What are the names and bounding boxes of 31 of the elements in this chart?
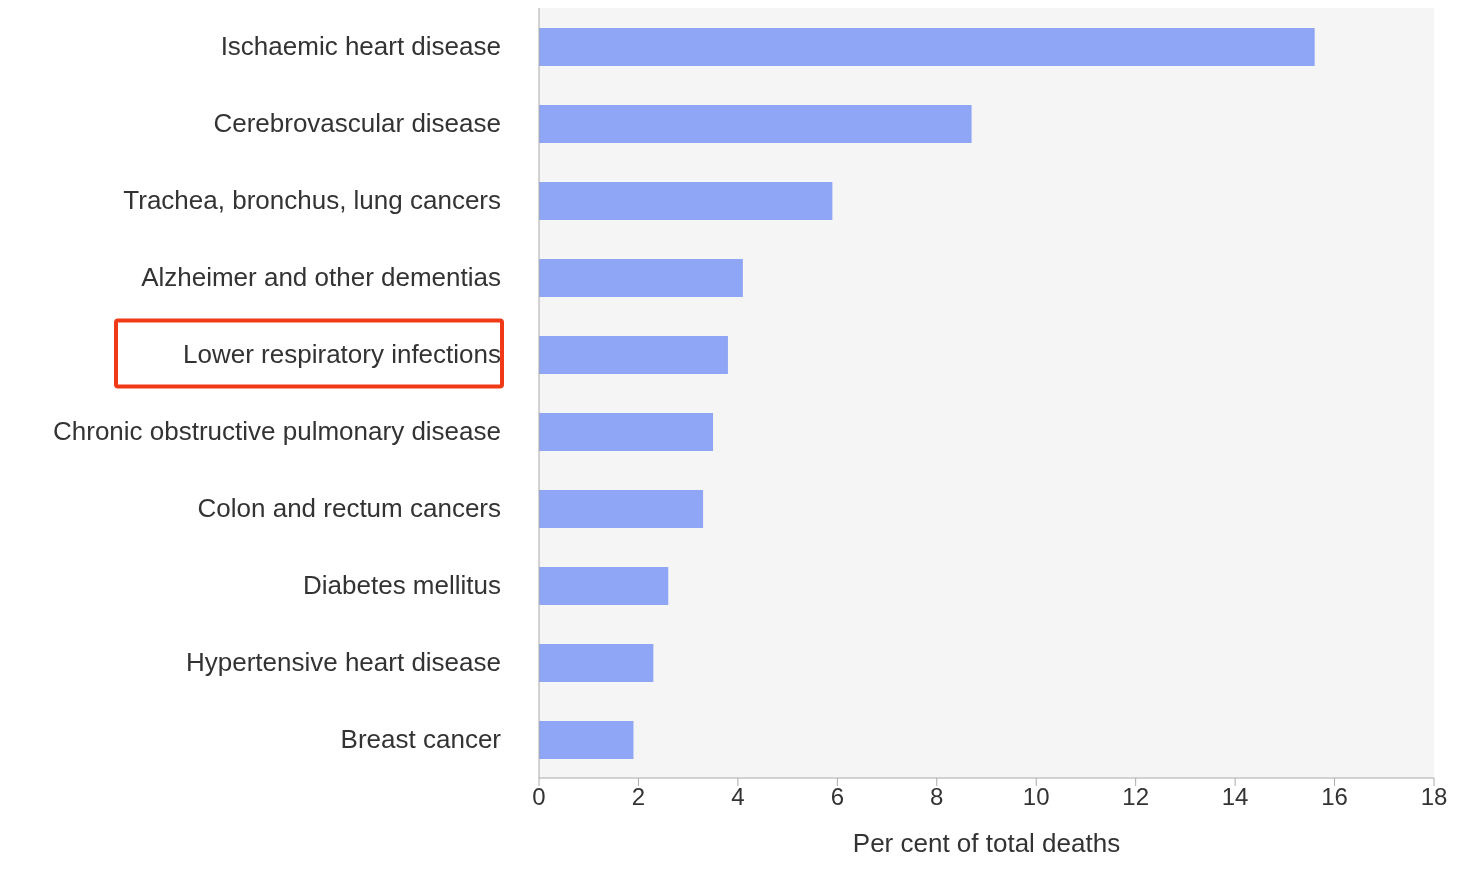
bar <box>539 182 833 220</box>
y-tick-label: Hypertensive heart disease <box>185 646 501 677</box>
x-tick-label: 0 <box>532 783 546 811</box>
y-tick-label: Diabetes mellitus <box>303 569 501 600</box>
x-tick-label: 14 <box>1221 783 1249 811</box>
bar <box>539 413 714 451</box>
x-tick-label: 6 <box>830 783 845 811</box>
bar <box>539 28 1315 66</box>
y-tick-label: Lower respiratory infections <box>183 338 501 369</box>
bar <box>539 490 704 528</box>
bar <box>539 567 669 605</box>
y-tick-label: Ischaemic heart disease <box>220 30 501 61</box>
bar <box>539 336 728 374</box>
bar <box>539 721 634 759</box>
bar <box>539 259 743 297</box>
x-tick-label: 18 <box>1420 783 1448 811</box>
bar <box>539 644 654 682</box>
y-tick-label: Alzheimer and other dementias <box>141 261 501 292</box>
y-tick-label: Cerebrovascular disease <box>213 107 501 138</box>
y-tick-label: Chronic obstructive pulmonary disease <box>53 415 501 446</box>
x-tick-label: 16 <box>1321 783 1348 811</box>
x-tick-label: 10 <box>1022 783 1050 811</box>
y-tick-label: Breast cancer <box>340 723 502 754</box>
x-tick-label: 2 <box>631 783 646 811</box>
y-tick-label: Colon and rectum cancers <box>197 492 501 523</box>
bar <box>539 105 972 143</box>
x-tick-label: 4 <box>731 783 745 811</box>
x-axis-title: Per cent of total deaths <box>852 828 1121 858</box>
y-tick-label: Trachea, bronchus, lung cancers <box>123 184 501 215</box>
x-tick-label: 8 <box>930 783 944 811</box>
x-tick-label: 12 <box>1122 783 1150 811</box>
